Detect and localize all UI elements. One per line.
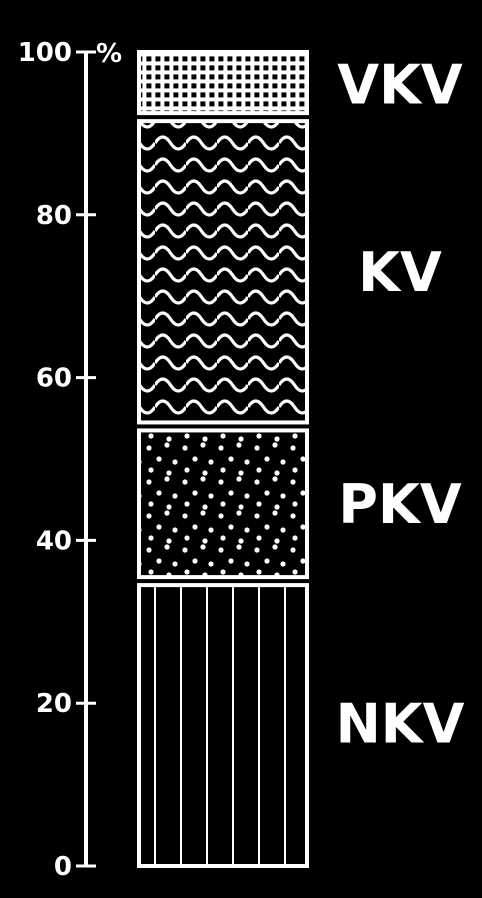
y-tick-label: 20: [36, 689, 72, 719]
bar-segment-pkv: [137, 428, 309, 580]
y-tick-label: 40: [36, 526, 72, 556]
bar-segment-kv: [137, 119, 309, 425]
y-unit-label: %: [96, 39, 122, 69]
segment-label-nkv: NKV: [336, 693, 465, 756]
y-tick-label: 80: [36, 201, 72, 231]
bar-segment-nkv: [137, 583, 309, 868]
y-tick-label: 60: [36, 364, 72, 394]
segment-labels: NKV PKV KV VKV: [336, 54, 465, 756]
segment-label-pkv: PKV: [338, 473, 461, 536]
stacked-bar: [137, 50, 309, 868]
segment-label-kv: KV: [358, 241, 442, 304]
y-axis: 0 20 40 60 80 100%: [18, 38, 122, 882]
segment-label-vkv: VKV: [337, 54, 463, 117]
y-tick-label: 100: [18, 38, 72, 68]
bar-segment-vkv: [137, 50, 309, 116]
y-tick-label: 0: [54, 852, 72, 882]
